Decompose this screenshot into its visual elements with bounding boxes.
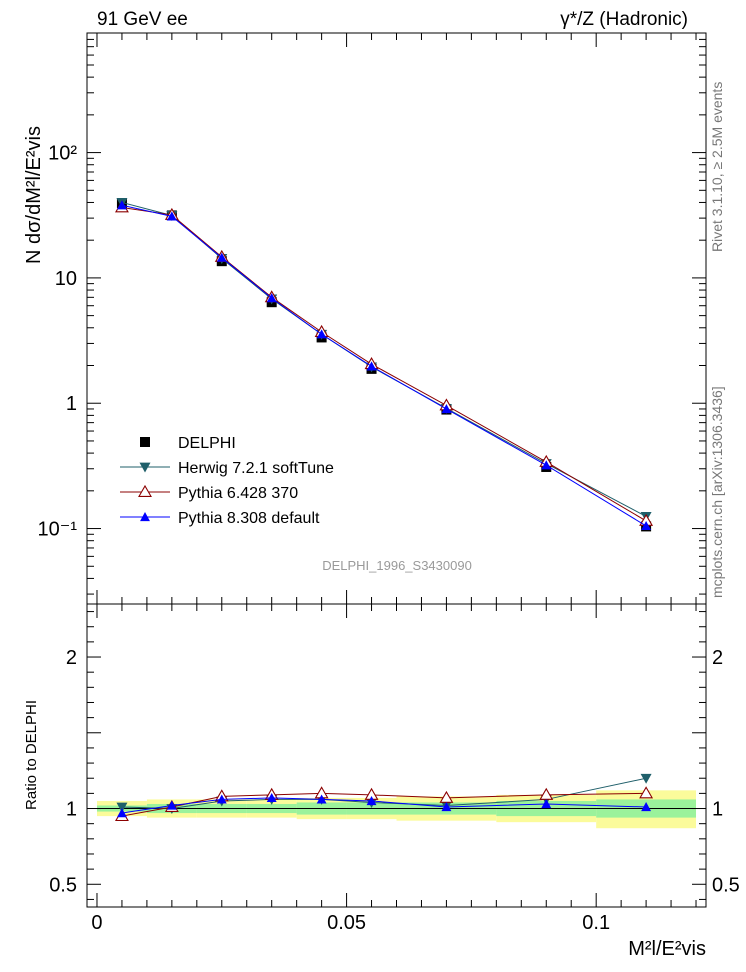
- data-point: [441, 404, 452, 414]
- ratio-y-tick-label: 0.5: [49, 874, 77, 896]
- data-point: [266, 293, 277, 303]
- ratio-data-point: [641, 802, 652, 812]
- series-line: [121, 204, 647, 527]
- legend-marker: [140, 512, 150, 522]
- legend-marker: [138, 484, 152, 497]
- ratio-data-point: [541, 799, 552, 809]
- ratio-data-point: [116, 802, 128, 813]
- data-point: [316, 329, 327, 339]
- ratio-data-point: [441, 802, 452, 812]
- header-left: 91 GeV ee: [97, 9, 188, 30]
- main-panel: 10⁻¹ 1 10 10²: [38, 32, 706, 604]
- ratio-data-point: [640, 773, 652, 784]
- analysis-id: DELPHI_1996_S3430090: [322, 558, 472, 573]
- data-point: [641, 520, 652, 531]
- ratio-y-tick-label: 2: [66, 647, 77, 669]
- header-right: γ*/Z (Hadronic): [560, 9, 688, 30]
- legend-label: Pythia 8.308 default: [178, 510, 320, 527]
- legend-marker: [140, 437, 150, 447]
- data-point: [366, 361, 377, 371]
- ratio-data-point: [366, 796, 377, 806]
- legend-label: Pythia 6.428 370: [178, 485, 298, 502]
- ratio-panel: 0.5 0.5 1 1 2 2 0 0.05 0.1: [49, 604, 740, 934]
- legend-label: Herwig 7.2.1 softTune: [178, 460, 334, 477]
- x-tick-label: 0.05: [327, 912, 366, 934]
- ratio-data-point: [639, 786, 654, 799]
- y-tick-label: 10: [55, 268, 77, 290]
- ratio-y-tick-label-right: 1: [712, 799, 723, 821]
- y-tick-label: 10⁻¹: [38, 519, 78, 541]
- x-tick-label: 0.1: [582, 912, 610, 934]
- ratio-data-point: [116, 808, 127, 818]
- ratio-y-tick-label-right: 2: [712, 647, 723, 669]
- ratio-y-tick-label-right: 0.5: [712, 874, 740, 896]
- mcplots-label: mcplots.cern.ch [arXiv:1306.3436]: [709, 386, 725, 598]
- ratio-data-point: [539, 787, 554, 800]
- rivet-label: Rivet 3.1.10, ≥ 2.5M events: [709, 82, 725, 252]
- data-point: [216, 252, 227, 262]
- ratio-data-point: [316, 794, 327, 804]
- data-point: [116, 200, 127, 210]
- legend-marker: [139, 462, 151, 473]
- data-point: [166, 211, 177, 221]
- ratio-y-tick-label: 1: [66, 799, 77, 821]
- main-y-axis-label: N dσ/dM²l/E²vis: [23, 126, 45, 264]
- y-tick-label: 1: [66, 393, 77, 415]
- ratio-y-axis-label: Ratio to DELPHI: [23, 700, 40, 810]
- ratio-frame: [86, 603, 707, 908]
- data-point: [541, 460, 552, 470]
- x-axis-label: M²l/E²vis: [628, 938, 706, 960]
- x-tick-label: 0: [91, 912, 102, 934]
- ratio-data-point: [216, 794, 227, 804]
- legend-label: DELPHI: [178, 435, 236, 452]
- legend: DELPHI Herwig 7.2.1 softTune Pythia 6.428 …: [120, 435, 334, 527]
- ratio-data-point: [166, 800, 177, 810]
- ratio-data-point: [266, 792, 277, 803]
- y-tick-label: 10²: [48, 143, 77, 165]
